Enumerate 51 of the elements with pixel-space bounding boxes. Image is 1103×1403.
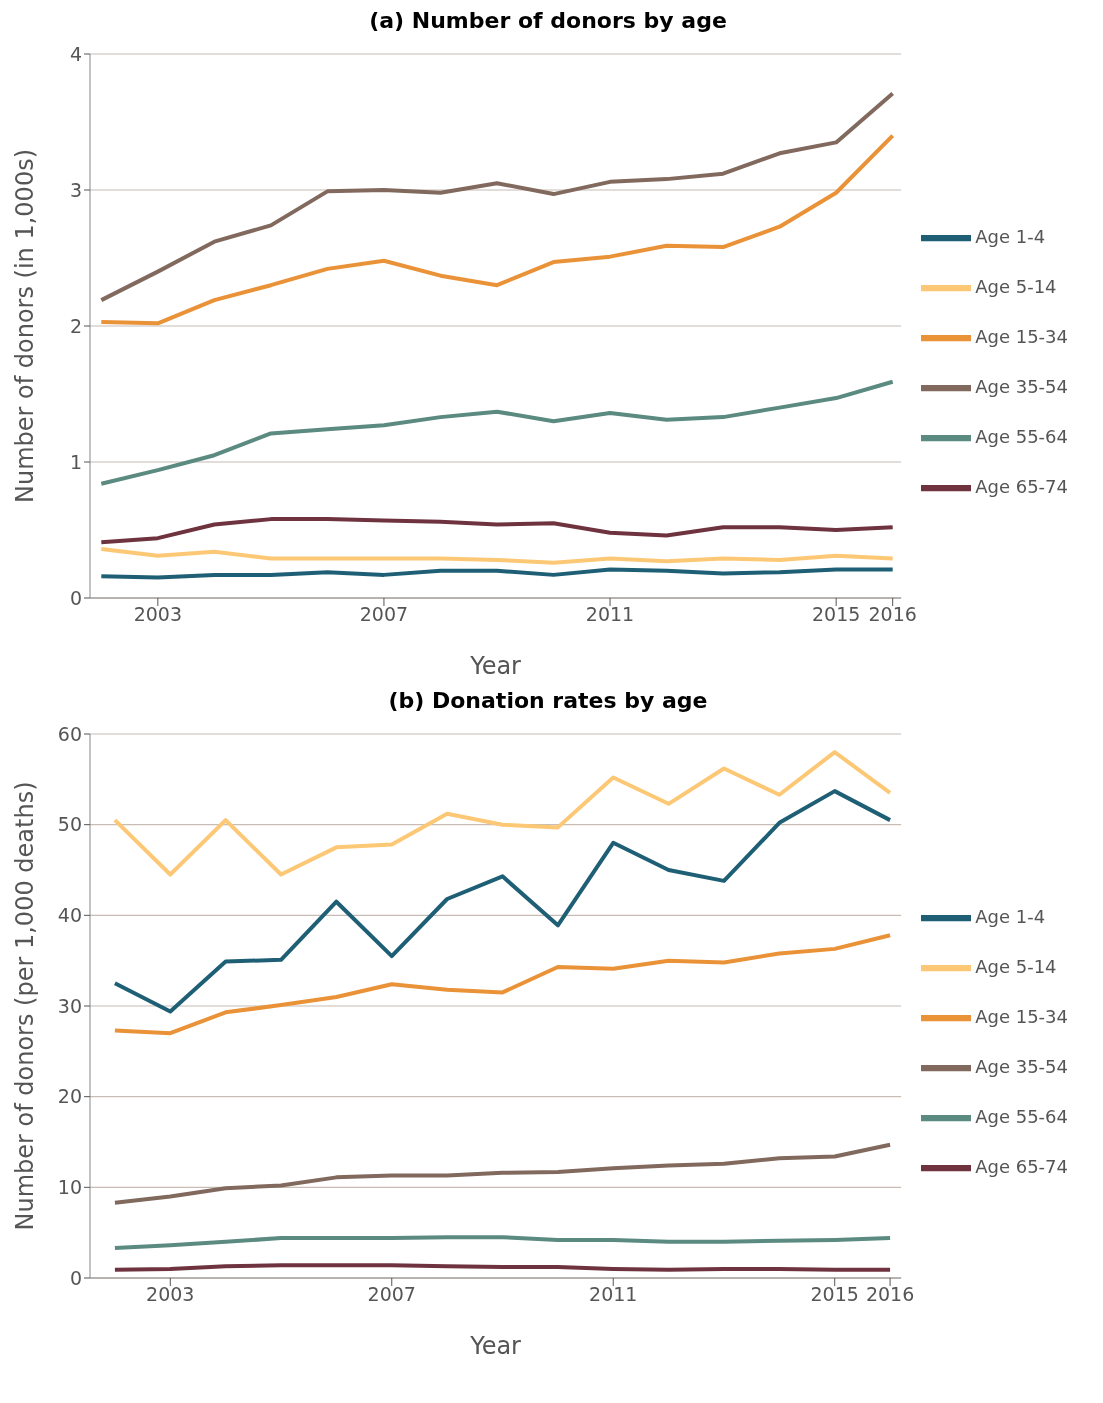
line-series xyxy=(112,750,893,877)
y-tick-label: 20 xyxy=(57,1085,82,1108)
x-tick-label: 2011 xyxy=(585,603,635,626)
line-series xyxy=(112,789,893,1014)
line-series xyxy=(99,567,895,580)
x-tick-label: 2015 xyxy=(811,603,861,626)
y-tick-label: 60 xyxy=(57,722,82,745)
legend-label: Age 5-14 xyxy=(975,956,1057,977)
legend-label: Age 55-64 xyxy=(975,426,1068,447)
chart-title: (b) Donation rates by age xyxy=(387,688,709,715)
legend-label: Age 15-34 xyxy=(975,326,1068,347)
x-tick-label: 2003 xyxy=(146,1283,195,1306)
y-axis-title: Number of donors (per 1,000 deaths) xyxy=(10,781,39,1231)
y-tick-label: 30 xyxy=(57,994,82,1017)
y-tick-label: 2 xyxy=(69,314,82,337)
x-tick-label: 2003 xyxy=(133,603,183,626)
line-series xyxy=(99,379,895,486)
y-tick-label: 4 xyxy=(69,42,82,65)
line-series xyxy=(112,933,893,1036)
y-tick-label: 40 xyxy=(57,904,82,927)
y-tick-label: 10 xyxy=(57,1176,82,1199)
x-axis-title: Year xyxy=(469,652,522,680)
legend-label: Age 65-74 xyxy=(975,1156,1068,1177)
y-tick-label: 1 xyxy=(69,450,82,473)
legend-label: Age 5-14 xyxy=(975,276,1057,297)
legend-label: Age 35-54 xyxy=(975,376,1068,397)
y-tick-label: 3 xyxy=(69,178,82,201)
legend-label: Age 15-34 xyxy=(975,1006,1068,1027)
y-tick-label: 0 xyxy=(69,586,82,609)
line-series xyxy=(99,517,895,545)
legend-label: Age 1-4 xyxy=(975,226,1046,247)
x-tick-label: 2007 xyxy=(359,603,409,626)
chart-title: (a) Number of donors by age xyxy=(368,8,728,35)
legend-label: Age 35-54 xyxy=(975,1056,1068,1077)
x-tick-label: 2016 xyxy=(865,1283,915,1306)
x-tick-label: 2011 xyxy=(589,1283,638,1306)
x-tick-label: 2007 xyxy=(367,1283,416,1306)
y-tick-label: 50 xyxy=(57,813,82,836)
x-tick-label: 2015 xyxy=(810,1283,859,1306)
legend-label: Age 1-4 xyxy=(975,906,1046,927)
x-axis-title: Year xyxy=(469,1332,522,1360)
legend-label: Age 55-64 xyxy=(975,1106,1068,1127)
x-tick-label: 2016 xyxy=(868,603,917,626)
line-series xyxy=(99,133,895,326)
line-series xyxy=(112,1142,893,1205)
y-axis-title: Number of donors (in 1,000s) xyxy=(10,148,39,504)
y-tick-label: 0 xyxy=(69,1266,82,1289)
legend-label: Age 65-74 xyxy=(975,476,1068,497)
line-series xyxy=(99,91,895,303)
line-series xyxy=(99,547,895,565)
line-series xyxy=(112,1235,893,1251)
